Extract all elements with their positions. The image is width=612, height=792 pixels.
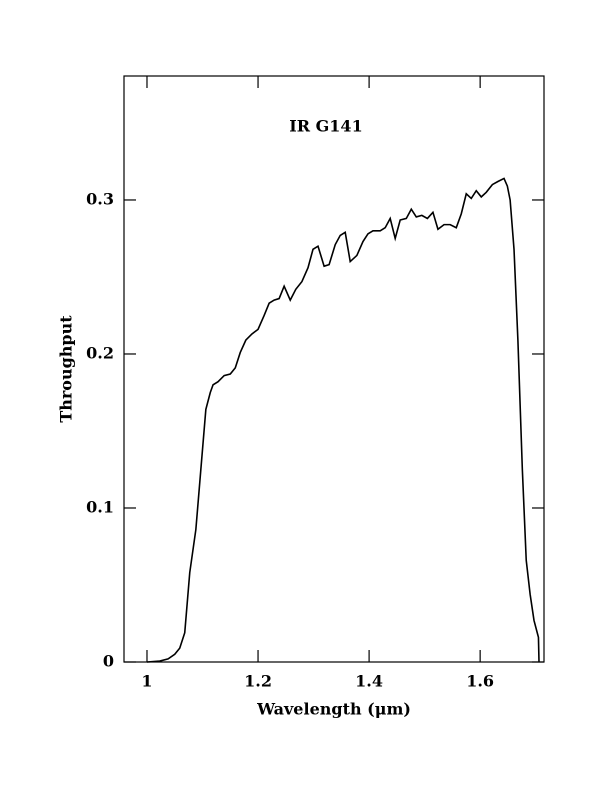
- chart-title: IR G141: [289, 117, 362, 136]
- x-tick-label: 1: [141, 672, 152, 691]
- x-tick-label: 1.6: [466, 672, 494, 691]
- y-tick-label: 0: [103, 652, 114, 671]
- y-axis-label: Throughput: [57, 315, 76, 423]
- y-tick-label: 0.2: [86, 343, 114, 362]
- y-tick-label: 0.3: [86, 189, 114, 208]
- plot-frame: [123, 75, 545, 663]
- data-line: [146, 177, 540, 663]
- x-tick-label: 1.4: [355, 672, 383, 691]
- y-tick-label: 0.1: [86, 497, 114, 516]
- x-tick-label: 1.2: [244, 672, 272, 691]
- x-axis-label: Wavelength (μm): [256, 700, 411, 719]
